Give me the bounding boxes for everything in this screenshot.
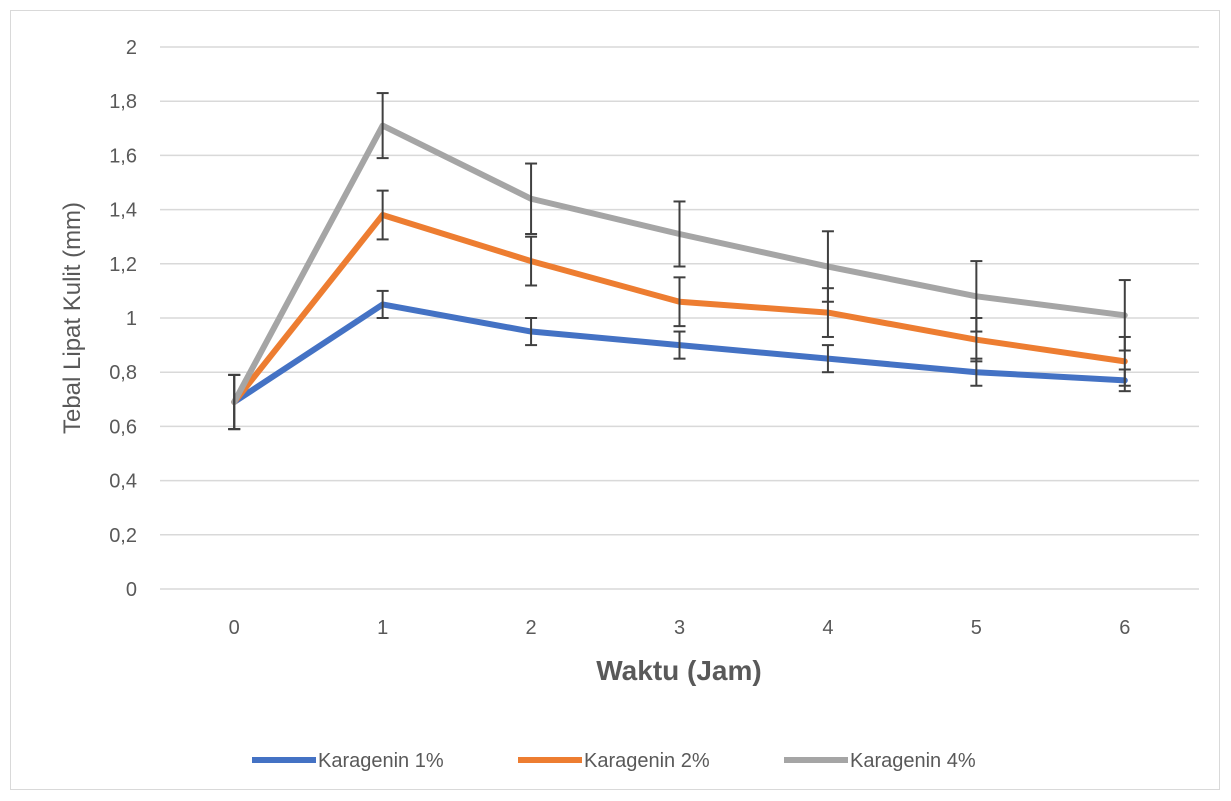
y-tick-label: 0 [126,579,137,601]
x-tick-label: 5 [971,617,982,639]
y-tick-label: 1 [126,308,137,330]
x-tick-label: 6 [1119,617,1130,639]
y-axis-ticks: 0 0,2 0,4 0,6 0,8 1 1,2 1,4 1,6 1,8 2 [109,37,137,601]
y-tick-label: 0,2 [109,525,137,547]
legend: Karagenin 1% Karagenin 2% Karagenin 4% [252,750,976,772]
y-tick-label: 0,6 [109,416,137,438]
gridlines [160,46,1199,590]
y-tick-label: 2 [126,37,137,59]
x-tick-label: 1 [377,617,388,639]
legend-label-3: Karagenin 4% [850,750,976,772]
x-tick-label: 3 [674,617,685,639]
y-tick-label: 1,2 [109,254,137,276]
chart-frame [10,10,1220,790]
y-tick-label: 1,8 [109,91,137,113]
x-tick-label: 0 [229,617,240,639]
x-axis-label: Waktu (Jam) [596,655,761,686]
y-tick-label: 1,6 [109,145,137,167]
legend-label-1: Karagenin 1% [318,750,444,772]
x-tick-label: 4 [822,617,833,639]
x-axis-ticks: 0 1 2 3 4 5 6 [229,617,1131,639]
y-tick-label: 0,8 [109,362,137,384]
y-tick-label: 0,4 [109,471,137,493]
y-tick-label: 1,4 [109,200,137,222]
x-tick-label: 2 [526,617,537,639]
y-axis-label: Tebal Lipat Kulit (mm) [59,202,86,434]
legend-label-2: Karagenin 2% [584,750,710,772]
error-bars [228,92,1131,431]
